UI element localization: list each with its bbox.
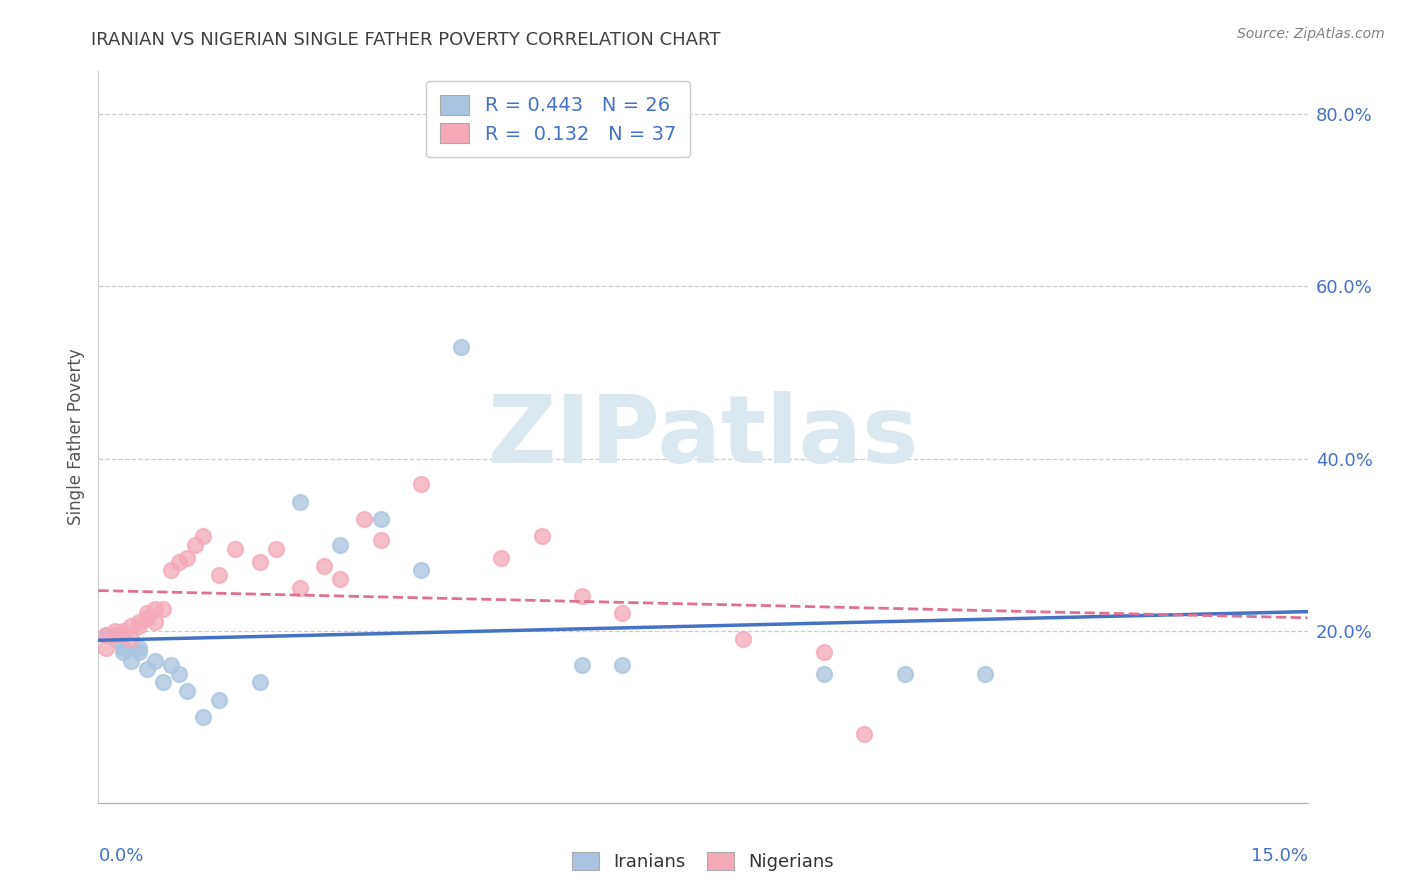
Point	[128, 645, 150, 659]
Point	[128, 640, 150, 655]
Point	[193, 710, 215, 724]
Point	[208, 692, 231, 706]
Point	[96, 628, 118, 642]
Point	[288, 581, 311, 595]
Point	[224, 541, 246, 556]
Point	[530, 529, 553, 543]
Text: ZIPatlas: ZIPatlas	[488, 391, 918, 483]
Point	[184, 538, 207, 552]
Point	[409, 477, 432, 491]
Text: Source: ZipAtlas.com: Source: ZipAtlas.com	[1237, 27, 1385, 41]
Point	[143, 602, 166, 616]
Point	[120, 632, 142, 647]
Point	[208, 567, 231, 582]
Point	[409, 564, 432, 578]
Text: IRANIAN VS NIGERIAN SINGLE FATHER POVERTY CORRELATION CHART: IRANIAN VS NIGERIAN SINGLE FATHER POVERT…	[91, 31, 721, 49]
Point	[450, 340, 472, 354]
Point	[135, 662, 157, 676]
Point	[152, 675, 174, 690]
Point	[612, 607, 634, 621]
Point	[813, 666, 835, 681]
Point	[128, 619, 150, 633]
Point	[103, 624, 125, 638]
Point	[329, 572, 352, 586]
Point	[249, 675, 271, 690]
Point	[160, 658, 183, 673]
Point	[370, 512, 392, 526]
Point	[974, 666, 997, 681]
Point	[120, 654, 142, 668]
Text: 15.0%: 15.0%	[1250, 847, 1308, 864]
Legend: R = 0.443   N = 26, R =  0.132   N = 37: R = 0.443 N = 26, R = 0.132 N = 37	[426, 81, 689, 157]
Point	[353, 512, 375, 526]
Point	[853, 727, 876, 741]
Point	[111, 640, 134, 655]
Point	[612, 658, 634, 673]
Point	[813, 645, 835, 659]
Point	[329, 538, 352, 552]
Point	[193, 529, 215, 543]
Point	[135, 611, 157, 625]
Point	[135, 607, 157, 621]
Point	[733, 632, 755, 647]
Text: 0.0%: 0.0%	[98, 847, 143, 864]
Point	[143, 654, 166, 668]
Point	[288, 494, 311, 508]
Point	[143, 615, 166, 629]
Point	[167, 555, 190, 569]
Point	[111, 624, 134, 638]
Point	[96, 640, 118, 655]
Point	[120, 619, 142, 633]
Point	[370, 533, 392, 548]
Point	[103, 632, 125, 647]
Point	[96, 628, 118, 642]
Point	[491, 550, 513, 565]
Point	[160, 564, 183, 578]
Y-axis label: Single Father Poverty: Single Father Poverty	[66, 349, 84, 525]
Point	[176, 684, 198, 698]
Point	[571, 589, 593, 603]
Point	[167, 666, 190, 681]
Point	[571, 658, 593, 673]
Point	[152, 602, 174, 616]
Point	[893, 666, 915, 681]
Point	[176, 550, 198, 565]
Point	[111, 645, 134, 659]
Point	[111, 628, 134, 642]
Point	[249, 555, 271, 569]
Legend: Iranians, Nigerians: Iranians, Nigerians	[564, 846, 842, 879]
Point	[103, 628, 125, 642]
Point	[128, 615, 150, 629]
Point	[314, 559, 336, 574]
Point	[264, 541, 287, 556]
